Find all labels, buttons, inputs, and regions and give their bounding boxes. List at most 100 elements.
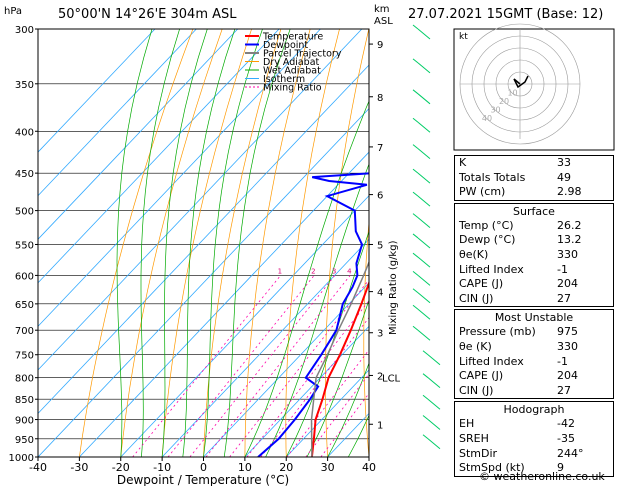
surface-row: CIN (J) 27 — [455, 292, 613, 307]
wind-barb — [417, 308, 431, 320]
wind-barb — [427, 354, 441, 366]
most-unstable-label: Pressure (mb) — [459, 325, 536, 339]
hodograph-stat-label: EH — [459, 417, 475, 431]
pressure-tick-label: 750 — [15, 351, 34, 362]
wind-barb — [417, 275, 431, 286]
km-tick-label: 5 — [377, 240, 383, 251]
temp-tick-label: 20 — [279, 461, 293, 474]
index-value: 2.98 — [557, 185, 582, 199]
surface-row: Lifted Index -1 — [455, 263, 613, 278]
pressure-tick-label: 450 — [15, 169, 34, 180]
most-unstable-row: Pressure (mb) 975 — [455, 325, 613, 340]
wind-barb — [417, 148, 431, 159]
legend-label: Isotherm — [263, 74, 305, 85]
pressure-tick-label: 1000 — [9, 453, 34, 464]
wind-barb-flag — [412, 213, 419, 219]
dry-adiabat — [244, 29, 311, 457]
mixing-ratio-line — [205, 275, 351, 457]
km-tick-label: 4 — [377, 288, 383, 299]
most-unstable-row: Lifted Index -1 — [455, 355, 613, 370]
temp-tick-label: 30 — [321, 461, 335, 474]
hodograph-stat-value: 244° — [557, 446, 584, 460]
temp-tick-label: -40 — [29, 461, 47, 474]
wet-adiabat — [140, 29, 180, 457]
index-label: Totals Totals — [459, 170, 526, 184]
temp-tick-label: -30 — [70, 461, 88, 474]
y-axis-label: hPa — [4, 6, 22, 17]
hodograph-stat-label: SREH — [459, 431, 489, 445]
isotherm-10 — [244, 325, 369, 457]
hodograph-stat-row: SREH -35 — [455, 432, 613, 447]
isotherm--100 — [38, 29, 197, 197]
wet-adiabat — [203, 29, 263, 457]
wet-adiabat — [116, 29, 153, 457]
surface-box: Surface Temp (°C) 26.2 Dewp (°C) 13.2 θe(K) 3… — [454, 202, 614, 308]
surface-row: θe(K) 330 — [455, 248, 613, 263]
wind-barb-flag — [412, 325, 419, 331]
mixing-ratio-line — [189, 275, 336, 457]
wind-barb-flag — [412, 89, 419, 95]
temp-tick-label: 0 — [200, 461, 207, 474]
hodograph-stat-row: StmDir 244° — [455, 447, 613, 462]
hodograph-ring-label: 30 — [490, 106, 500, 115]
wet-adiabat — [265, 163, 369, 457]
wind-barb-flag — [412, 144, 419, 150]
index-value: 33 — [557, 156, 571, 169]
temp-tick-label: 40 — [362, 461, 376, 474]
datetime-header: 27.07.2021 15GMT (Base: 12) — [408, 7, 604, 22]
most-unstable-box: Most Unstable Pressure (mb) 975 θe (K) 330 L… — [454, 309, 614, 400]
lcl-label: LCL — [382, 374, 401, 385]
series-temperature — [310, 280, 369, 457]
wet-adiabat — [285, 230, 369, 457]
pressure-tick-label: 900 — [15, 416, 34, 427]
hodograph-stat-value: 9 — [557, 461, 564, 475]
surface-title: Surface — [513, 204, 555, 218]
surface-label: Lifted Index — [459, 262, 524, 276]
legend-label: Wet Adiabat — [263, 66, 321, 77]
dry-adiabat — [363, 218, 369, 457]
pressure-tick-label: 600 — [15, 271, 34, 282]
wind-barb-flag — [422, 415, 429, 420]
wind-barb — [417, 121, 431, 133]
hodograph-ring-label: 40 — [482, 114, 492, 123]
mixing-ratio-label: 10 — [399, 267, 408, 275]
pressure-tick-label: 650 — [15, 300, 34, 311]
isotherm--30 — [79, 151, 369, 457]
most-unstable-value: 330 — [557, 339, 578, 353]
mixing-ratio-line — [229, 279, 369, 457]
most-unstable-title: Most Unstable — [494, 311, 574, 325]
wind-barb — [427, 438, 441, 450]
isotherm--80 — [38, 29, 280, 284]
wind-barb — [427, 419, 441, 430]
hodograph-stat-row: StmSpd (kt) 9 — [455, 461, 613, 476]
mixing-ratio-line — [305, 373, 369, 457]
mixing-ratio-label: 4 — [347, 267, 352, 275]
wind-barb — [427, 398, 441, 410]
most-unstable-row: θe (K) 330 — [455, 340, 613, 355]
most-unstable-row: CAPE (J) 204 — [455, 369, 613, 384]
surface-value: -1 — [557, 262, 568, 276]
wind-barb-flag — [412, 288, 419, 294]
x-axis-label: Dewpoint / Temperature (°C) — [117, 473, 289, 486]
wind-barb-flag — [412, 168, 419, 174]
hodograph-frame — [453, 28, 615, 151]
wind-barb — [417, 172, 431, 184]
isotherm--50 — [38, 64, 369, 415]
km-tick-label: 2 — [377, 371, 383, 382]
hodograph-ring-label: 20 — [499, 97, 509, 106]
pressure-tick-label: 700 — [15, 326, 34, 337]
wind-barb-flag — [412, 304, 419, 310]
series-parcel-trajectory — [310, 260, 369, 457]
surface-label: Dewp (°C) — [459, 233, 516, 247]
wind-barb-flag — [422, 434, 429, 440]
surface-value: 204 — [557, 277, 578, 291]
wind-barb — [417, 93, 431, 105]
wind-barb-flag — [412, 117, 419, 123]
index-label: K — [459, 156, 467, 169]
most-unstable-value: 27 — [557, 383, 571, 397]
index-row: Totals Totals 49 — [455, 171, 613, 186]
km-axis-label: ASL — [374, 16, 393, 27]
surface-value: 26.2 — [557, 218, 582, 232]
